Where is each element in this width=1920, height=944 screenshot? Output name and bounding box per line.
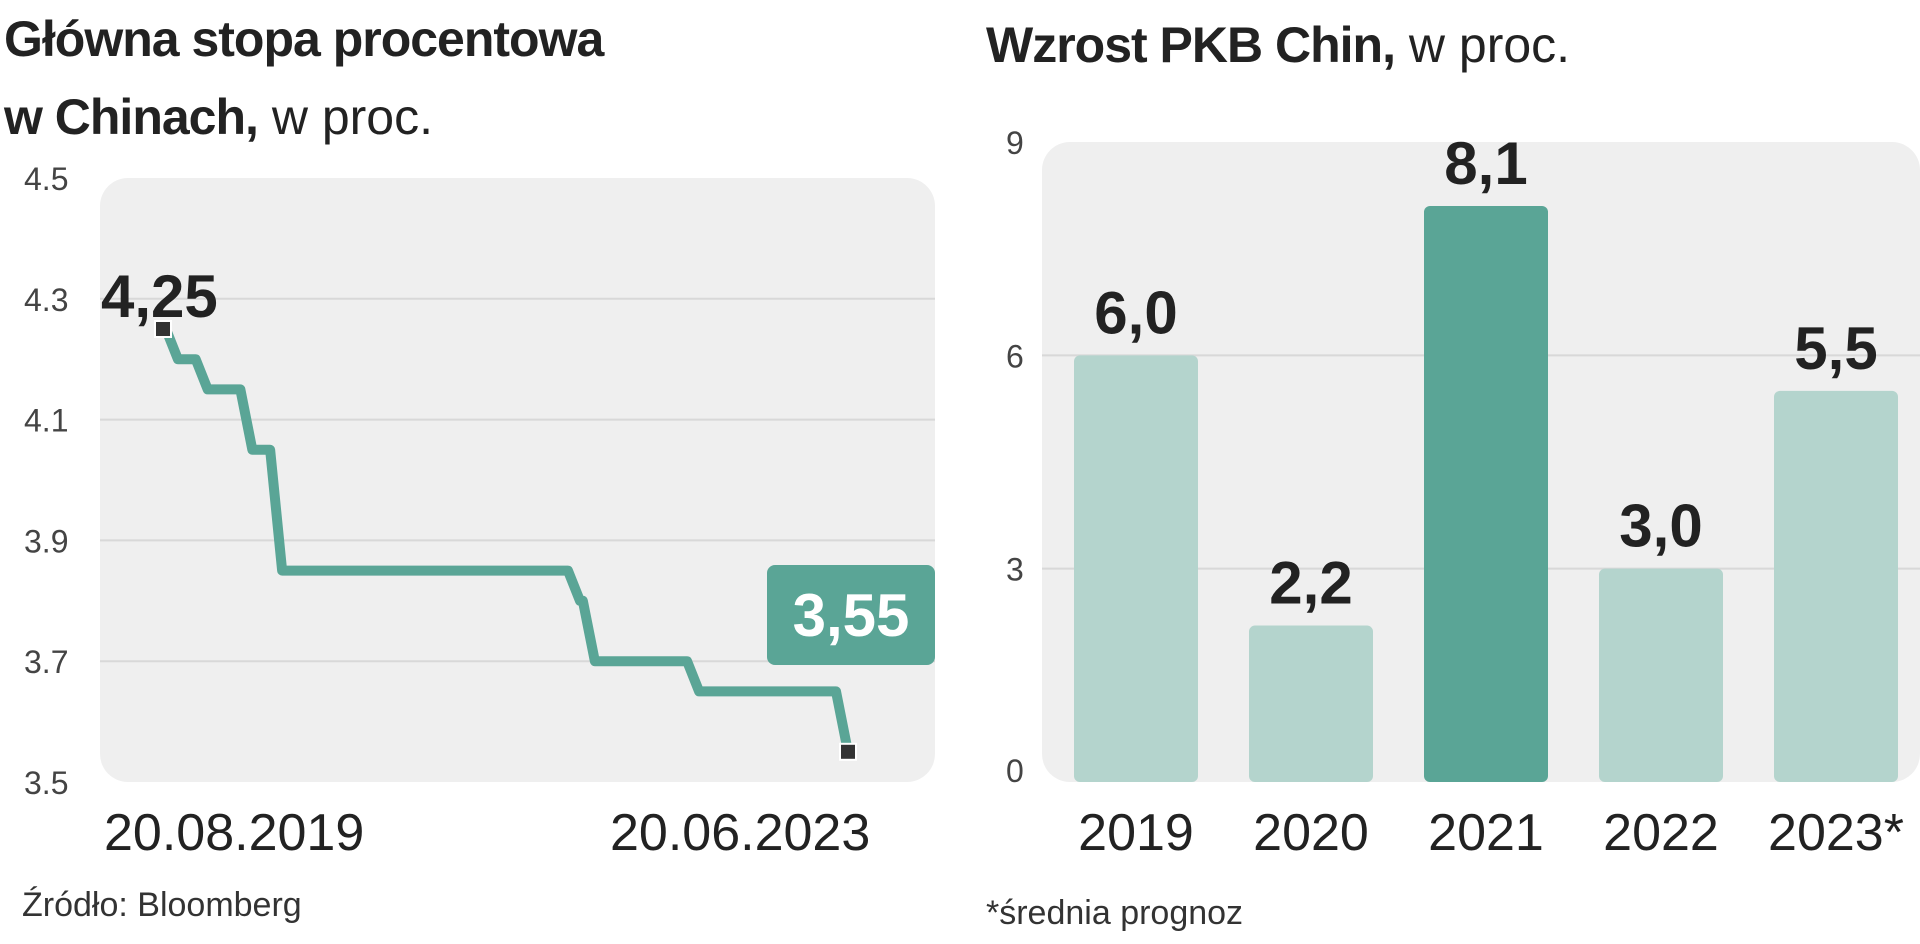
bar-2023 [1774,390,1898,782]
plot-background [100,178,935,782]
rate-line [160,324,853,753]
bar-value-label: 6,0 [1094,279,1177,346]
left-chart-title-bold-2: w Chinach, [4,89,259,145]
left-chart-title-bold-1: Główna stopa procentowa [4,11,604,67]
end-point [839,742,857,761]
bar-2020 [1249,625,1373,782]
forecast-footnote: *średnia prognoz [986,894,1244,932]
start-value-label: 4,25 [101,263,218,330]
bar-2021 [1424,206,1548,782]
interest-rate-chart: 3.5 3.7 3.9 4.1 4.3 4.5 4,25 3,55 20.08.2019 20.0… [24,161,935,862]
y-tick-label: 4.1 [24,403,68,439]
left-chart-title-line-2: w Chinach, w proc. [4,92,433,142]
bar-value-label: 5,5 [1794,315,1877,382]
source-note: Źródło: Bloomberg [22,886,302,924]
y-tick-label: 3.9 [24,523,68,559]
x-tick-label: 2021 [1428,804,1544,862]
y-tick-label: 3 [1006,552,1024,588]
bar-value-label: 8,1 [1444,130,1527,197]
x-tick-label: 20.06.2023 [610,804,870,862]
left-chart-title-unit: w proc. [271,89,433,145]
right-chart-title: Wzrost PKB Chin, w proc. [986,20,1570,70]
end-value-label: 3,55 [793,582,910,649]
right-chart-title-bold: Wzrost PKB Chin, [986,17,1396,73]
left-chart-title-line-1: Główna stopa procentowa [4,11,604,67]
y-tick-label: 4.3 [24,282,68,318]
bar-2019 [1074,355,1198,782]
y-tick-label: 3.7 [24,644,68,680]
y-tick-label: 3.5 [24,765,68,801]
x-tick-label: 2023* [1768,804,1904,862]
x-tick-label: 20.08.2019 [104,804,364,862]
y-tick-label: 0 [1006,753,1024,789]
y-tick-label: 6 [1006,338,1024,374]
bar-value-label: 3,0 [1619,493,1702,560]
right-chart-title-unit: w proc. [1408,17,1571,73]
y-tick-label: 9 [1006,125,1024,161]
bar-2022 [1599,568,1723,782]
x-tick-label: 2019 [1078,804,1194,862]
x-tick-label: 2022 [1603,804,1719,862]
x-tick-label: 2020 [1253,804,1369,862]
gdp-growth-chart: 0 3 6 9 6,0 2019 2,2 2020 8,1 2021 3,0 2022 5,5 2023* [1006,125,1920,862]
end-value-box [767,565,935,665]
start-point [154,320,172,338]
y-tick-label: 4.5 [24,161,68,197]
bar-value-label: 2,2 [1269,550,1352,617]
